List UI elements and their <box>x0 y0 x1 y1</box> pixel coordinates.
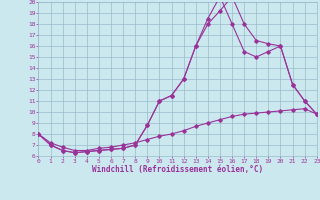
X-axis label: Windchill (Refroidissement éolien,°C): Windchill (Refroidissement éolien,°C) <box>92 165 263 174</box>
